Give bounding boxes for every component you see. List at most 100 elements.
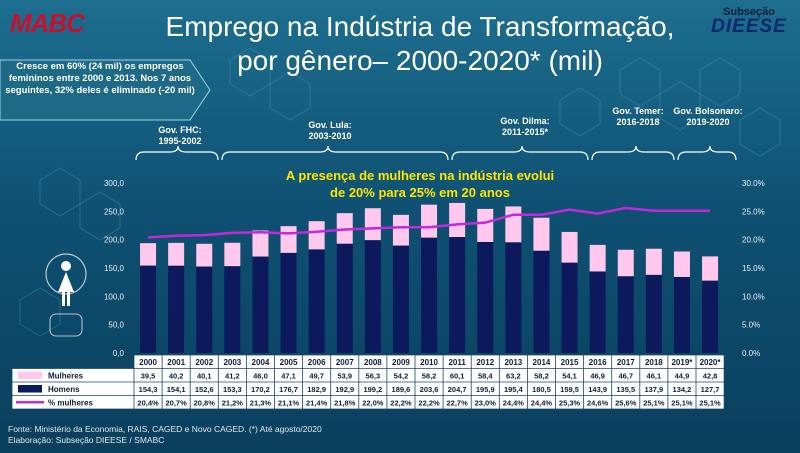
bracket-temer: [591, 145, 675, 161]
gov-bolsonaro-period: 2019-2020: [686, 117, 730, 127]
bracket-fhc: [135, 145, 219, 161]
table-cell: 25,3%: [559, 399, 581, 408]
bars-group: [140, 202, 719, 353]
bracket-bolsonaro: [677, 145, 737, 161]
left-tick-label: 250,0: [104, 207, 125, 216]
table-cell: 189,6: [392, 385, 411, 394]
table-row-label: Homens: [48, 385, 80, 394]
table-cell: 127,7: [701, 385, 720, 394]
table-cell: 60,1: [450, 372, 465, 381]
data-table: 2000 2001 2002 2003 2004 2005 2006 2007 2008 2009…: [11, 354, 725, 410]
table-year-label: 2017: [617, 358, 635, 367]
table-year-label: 2004: [252, 358, 270, 367]
table-cell: 25,1%: [643, 399, 665, 408]
gov-temer-name: Gov. Temer:: [612, 106, 664, 116]
right-tick-label: 25.0%: [742, 207, 765, 216]
table-year-label: 2014: [533, 358, 551, 367]
table-year-label: 2009: [392, 358, 410, 367]
right-tick-label: 0.0%: [742, 349, 760, 358]
table-cell: 54,1: [562, 372, 577, 381]
table-year-label: 2001: [167, 358, 185, 367]
bar-homens: [392, 245, 409, 353]
gov-brackets: [135, 145, 737, 161]
gov-fhc-period: 1995-2002: [158, 136, 202, 146]
table-year-label: 2013: [504, 358, 522, 367]
table-cell: 134,2: [673, 385, 692, 394]
table-cell: 176,7: [279, 385, 298, 394]
dieese-brand: DIEESE: [711, 16, 787, 37]
bar-homens: [336, 243, 353, 353]
bar-mulheres: [449, 202, 466, 238]
callout-text: Cresce em 60% (24 mil) os empregos femin…: [5, 61, 195, 96]
table-cell: 22,2%: [418, 399, 440, 408]
bar-mulheres: [673, 251, 690, 277]
left-tick-label: 200,0: [104, 236, 125, 245]
legend-swatch-mulheres: [18, 371, 42, 379]
table-cell: 25,6%: [615, 399, 637, 408]
table-cell: 25,1%: [699, 399, 721, 408]
table-cell: 22,0%: [362, 399, 384, 408]
table-cell: 46,7: [618, 372, 633, 381]
left-axis-ticks: 0,0 50,0 100,0 150,0 200,0 250,0 300,0: [104, 179, 125, 358]
table-year-label: 2002: [195, 358, 213, 367]
table-cell: 40,1: [197, 372, 212, 381]
bar-mulheres: [505, 206, 522, 243]
bar-homens: [561, 262, 578, 353]
table-year-label: 2011: [448, 358, 466, 367]
table-cell: 137,9: [644, 385, 663, 394]
table-cell: 153,3: [223, 385, 242, 394]
gov-fhc-label: Gov. FHC: 1995-2002: [140, 125, 220, 147]
bar-mulheres: [280, 226, 297, 253]
bar-mulheres: [589, 244, 606, 272]
bar-homens: [505, 242, 522, 353]
table-year-label: 2007: [336, 358, 354, 367]
gov-dilma-name: Gov. Dilma:: [500, 116, 550, 126]
bar-homens: [252, 256, 269, 353]
bar-homens: [140, 265, 157, 353]
bar-homens: [364, 240, 381, 353]
table-cell: 46,0: [253, 372, 268, 381]
bar-homens: [589, 271, 606, 353]
credits-text: Elaboração: Subseção DIEESE / SMABC: [8, 435, 165, 445]
table-cell: 24,4%: [503, 399, 525, 408]
table-year-label: 2012: [476, 358, 494, 367]
bar-mulheres: [477, 208, 494, 242]
bar-homens: [224, 266, 241, 353]
table-cell: 22,7%: [447, 399, 469, 408]
gov-dilma-label: Gov. Dilma: 2011-2015*: [485, 116, 565, 138]
gov-temer-label: Gov. Temer: 2016-2018: [598, 106, 678, 128]
dieese-logo: Subseção DIEESE: [704, 6, 794, 36]
table-year-label: 2010: [420, 358, 438, 367]
right-tick-label: 10.0%: [742, 292, 765, 301]
bar-homens: [673, 276, 690, 353]
bracket-dilma: [451, 145, 589, 161]
table-cell: 180,5: [532, 385, 551, 394]
table-cell: 42,8: [703, 372, 718, 381]
right-tick-label: 20.0%: [742, 236, 765, 245]
table-cell: 21,2%: [222, 399, 244, 408]
table-year-label: 2008: [364, 358, 382, 367]
table-cell: 135,5: [616, 385, 635, 394]
table-cell: 21,4%: [306, 399, 328, 408]
table-year-label: 2020*: [700, 358, 722, 367]
table-cell: 21,8%: [334, 399, 356, 408]
bar-homens: [645, 274, 662, 353]
gov-temer-period: 2016-2018: [616, 117, 660, 127]
table-year-label: 2018: [645, 358, 663, 367]
table-cell: 46,9: [590, 372, 605, 381]
bar-mulheres: [224, 242, 241, 267]
woman-icon: [45, 253, 87, 337]
gov-dilma-period: 2011-2015*: [501, 127, 549, 137]
table-cell: 199,2: [363, 385, 382, 394]
right-tick-label: 30.0%: [742, 179, 765, 188]
pct-mulheres-line: [147, 206, 711, 239]
table-cell: 58,4: [478, 372, 493, 381]
table-cell: 24,4%: [531, 399, 553, 408]
bar-mulheres: [196, 243, 213, 267]
table-cell: 47,1: [281, 372, 296, 381]
bar-homens: [280, 252, 297, 353]
table-cell: 182,9: [307, 385, 326, 394]
table-cell: 54,2: [394, 372, 409, 381]
